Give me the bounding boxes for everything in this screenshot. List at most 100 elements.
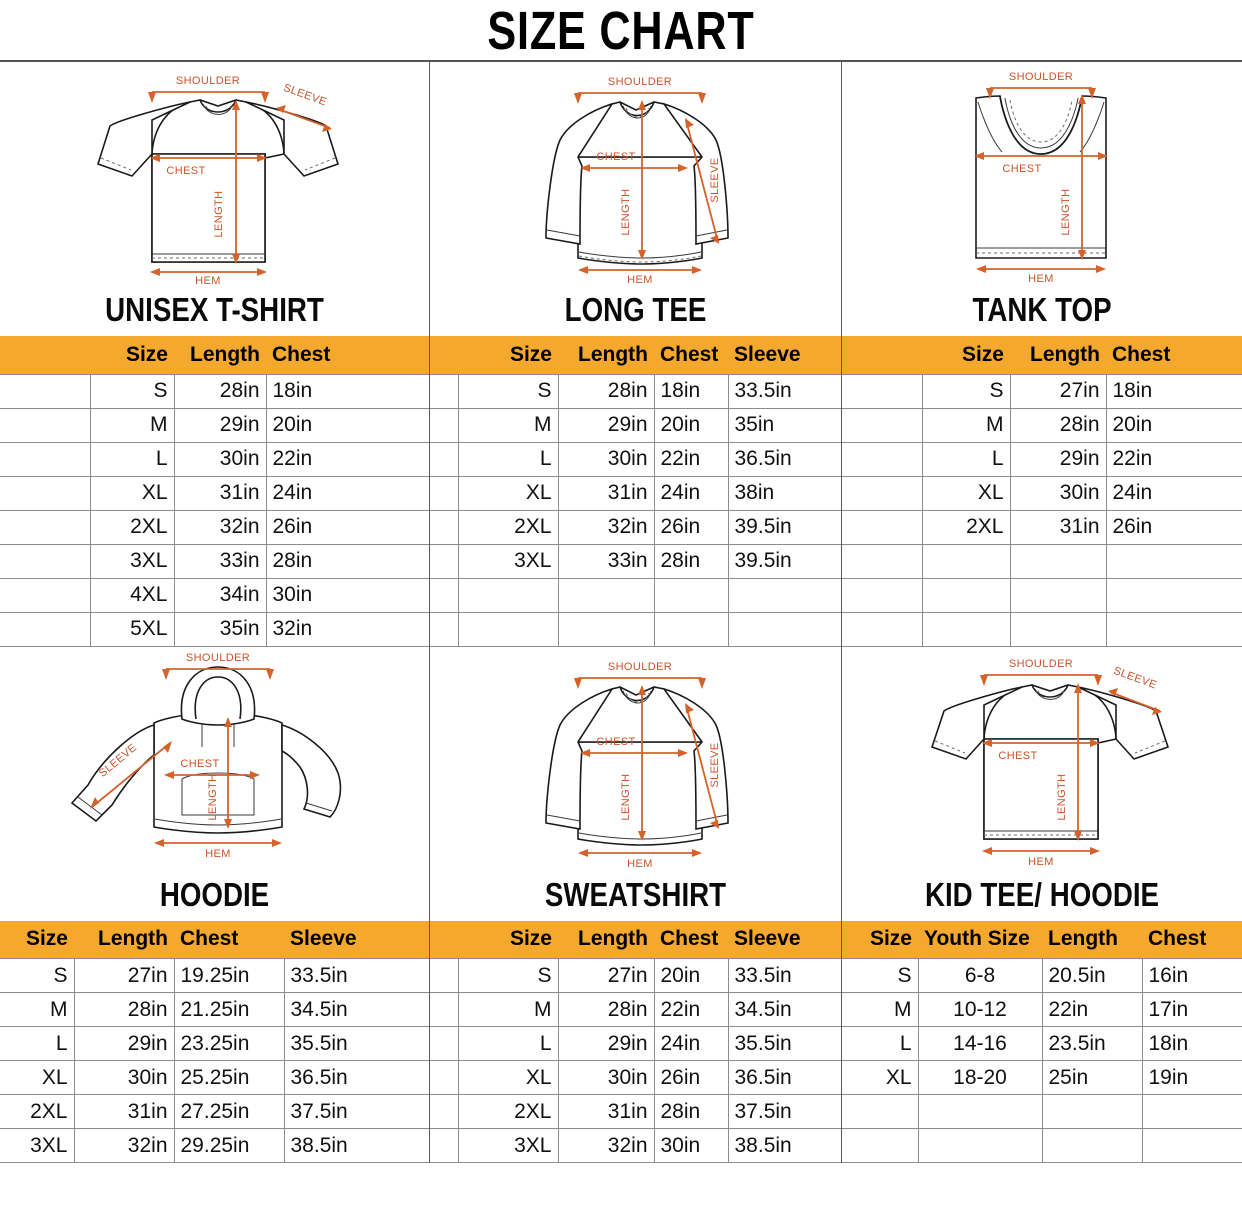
panel-sweatshirt: SHOULDER CHEST LENGTH SLEEVE xyxy=(430,646,842,1163)
cell-empty xyxy=(654,611,729,647)
row-spacer xyxy=(0,543,91,579)
row-spacer xyxy=(0,407,91,443)
cell-chest: 22in xyxy=(654,992,729,1027)
cell-chest: 25.25in xyxy=(174,1060,285,1095)
table-row: 3XL 33in 28in xyxy=(0,543,429,579)
cell-length: 31in xyxy=(558,1094,655,1129)
cell-size: S xyxy=(0,958,75,993)
cell-size: L xyxy=(0,1026,75,1061)
cell-empty xyxy=(728,611,841,647)
table-row: M 28in 21.25in 34.5in xyxy=(0,992,429,1027)
table-row: L 29in 23.25in 35.5in xyxy=(0,1026,429,1061)
cell-chest: 18in xyxy=(654,373,729,409)
row-spacer xyxy=(0,475,91,511)
kid-tee-diagram: SHOULDER SLEEVE CHEST LENGTH xyxy=(930,658,1170,868)
table-row: XL 31in 24in xyxy=(0,475,429,511)
table-row-empty xyxy=(430,577,841,613)
cell-size: XL xyxy=(458,475,559,511)
cell-size: M xyxy=(0,992,75,1027)
cell-chest: 26in xyxy=(654,1060,729,1095)
label-chest: CHEST xyxy=(596,151,635,163)
cell-chest: 18in xyxy=(1142,1026,1242,1061)
cell-empty xyxy=(1010,611,1107,647)
cell-size: M xyxy=(842,992,919,1027)
table-header-row: Size Length Chest xyxy=(842,336,1242,374)
table-row: M 10-12 22in 17in xyxy=(842,992,1242,1027)
garment-title-long-tee: LONG TEE xyxy=(564,291,707,328)
table-row: S 27in 19.25in 33.5in xyxy=(0,958,429,993)
cell-length: 30in xyxy=(558,1060,655,1095)
cell-size: S xyxy=(922,373,1011,409)
cell-length: 29in xyxy=(558,407,655,443)
cell-size: XL xyxy=(0,1060,75,1095)
row-spacer xyxy=(430,1060,459,1095)
row-spacer xyxy=(430,611,459,647)
cell-chest: 20in xyxy=(1106,407,1242,443)
size-table-kid-tee-hoodie: Size Youth Size Length Chest S 6-8 20.5in 1… xyxy=(842,920,1242,1163)
table-row: L 29in 22in xyxy=(842,441,1242,477)
cell-sleeve: 33.5in xyxy=(284,958,429,993)
illustration-long-tee: SHOULDER CHEST LENGTH SLEEVE xyxy=(430,62,841,284)
table-row: 2XL 31in 28in 37.5in xyxy=(430,1094,841,1129)
row-spacer xyxy=(430,475,459,511)
size-table-long-tee: Size Length Chest Sleeve S 28in 18in 33.5in… xyxy=(430,336,841,647)
panel-long-tee: SHOULDER CHEST LENGTH SLEEVE xyxy=(430,62,842,647)
cell-chest: 21.25in xyxy=(174,992,285,1027)
row-spacer xyxy=(842,373,923,409)
cell-size: S xyxy=(458,958,559,993)
label-chest: CHEST xyxy=(180,758,219,770)
cell-sleeve: 39.5in xyxy=(728,509,841,545)
cell-sleeve: 36.5in xyxy=(728,441,841,477)
table-row: 2XL 31in 27.25in 37.5in xyxy=(0,1094,429,1129)
cell-empty xyxy=(1142,1128,1242,1163)
row-spacer xyxy=(430,509,459,545)
column-header-chest: Chest xyxy=(1142,920,1242,959)
panel-row-bottom: SHOULDER SLEEVE CHEST LENGTH xyxy=(0,646,1242,1163)
row-spacer xyxy=(842,441,923,477)
table-row-empty xyxy=(842,1094,1242,1129)
cell-empty xyxy=(922,611,1011,647)
table-body: S 27in 20in 33.5in M 28in 22in 34.5in L 29in 24i… xyxy=(430,958,841,1163)
cell-sleeve: 35.5in xyxy=(284,1026,429,1061)
cell-sleeve: 34.5in xyxy=(728,992,841,1027)
cell-sleeve: 35in xyxy=(728,407,841,443)
cell-chest: 30in xyxy=(266,577,429,613)
cell-length: 31in xyxy=(1010,509,1107,545)
cell-length: 29in xyxy=(1010,441,1107,477)
cell-length: 31in xyxy=(74,1094,175,1129)
label-sleeve: SLEEVE xyxy=(282,82,329,109)
label-length: LENGTH xyxy=(213,190,225,237)
cell-empty xyxy=(728,577,841,613)
table-row: 5XL 35in 32in xyxy=(0,611,429,647)
garment-title-hoodie: HOODIE xyxy=(159,875,270,913)
cell-youth-size: 14-16 xyxy=(918,1026,1043,1061)
cell-empty xyxy=(1106,543,1242,579)
cell-size: 4XL xyxy=(90,577,175,613)
table-row: M 28in 22in 34.5in xyxy=(430,992,841,1027)
cell-size: XL xyxy=(90,475,175,511)
hoodie-diagram: SHOULDER SLEEVE CHEST LENGTH xyxy=(70,652,342,860)
row-spacer xyxy=(842,475,923,511)
cell-length: 20.5in xyxy=(1042,958,1143,993)
cell-size: XL xyxy=(458,1060,559,1095)
label-hem: HEM xyxy=(627,858,653,869)
cell-size: 3XL xyxy=(0,1128,75,1163)
cell-length: 30in xyxy=(74,1060,175,1095)
cell-size: M xyxy=(458,407,559,443)
cell-size: 3XL xyxy=(458,1128,559,1163)
cell-size: L xyxy=(458,441,559,477)
row-spacer xyxy=(0,577,91,613)
column-header-size: Size xyxy=(458,920,558,959)
cell-chest: 28in xyxy=(654,543,729,579)
cell-empty xyxy=(1106,577,1242,613)
cell-empty xyxy=(918,1094,1043,1129)
label-length: LENGTH xyxy=(1060,188,1072,235)
table-row: S 6-8 20.5in 16in xyxy=(842,958,1242,993)
cell-chest: 23.25in xyxy=(174,1026,285,1061)
cell-size: XL xyxy=(922,475,1011,511)
label-shoulder: SHOULDER xyxy=(608,661,672,673)
cell-empty xyxy=(918,1128,1043,1163)
row-spacer xyxy=(430,577,459,613)
label-hem: HEM xyxy=(627,274,653,284)
